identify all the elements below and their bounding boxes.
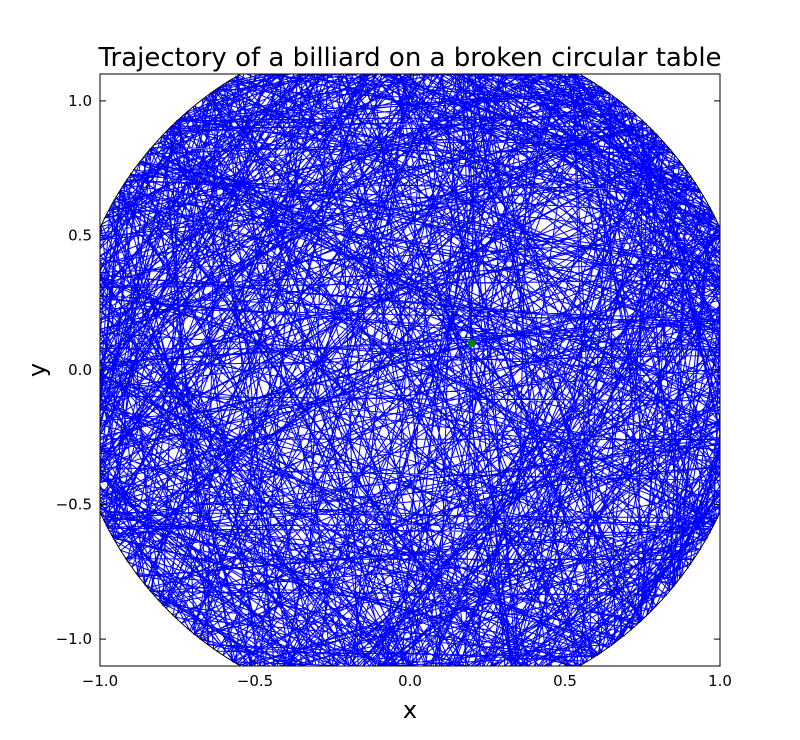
y-tick-label: 0.0 [68, 361, 92, 379]
x-tick-label: −0.5 [237, 672, 273, 690]
x-tick-label: 0.5 [553, 672, 577, 690]
x-tick-label: −1.0 [82, 672, 118, 690]
x-axis-label: x [403, 696, 417, 724]
y-tick-label: 0.5 [68, 226, 92, 244]
y-tick-label: −0.5 [56, 496, 92, 514]
x-axis-ticks: −1.0 −0.5 0.0 0.5 1.0 [82, 74, 732, 690]
y-tick-label: −1.0 [56, 630, 92, 648]
x-tick-label: 1.0 [708, 672, 732, 690]
plot-area [100, 74, 720, 666]
y-tick-label: 1.0 [68, 92, 92, 110]
trajectory-path [100, 74, 720, 666]
y-axis-ticks: −1.0 −0.5 0.0 0.5 1.0 [56, 92, 720, 648]
chart-title: Trajectory of a billiard on a broken cir… [97, 43, 721, 73]
y-axis-label: y [23, 363, 51, 377]
billiard-trajectory [100, 74, 720, 666]
start-point-marker [468, 339, 476, 348]
x-tick-label: 0.0 [398, 672, 422, 690]
